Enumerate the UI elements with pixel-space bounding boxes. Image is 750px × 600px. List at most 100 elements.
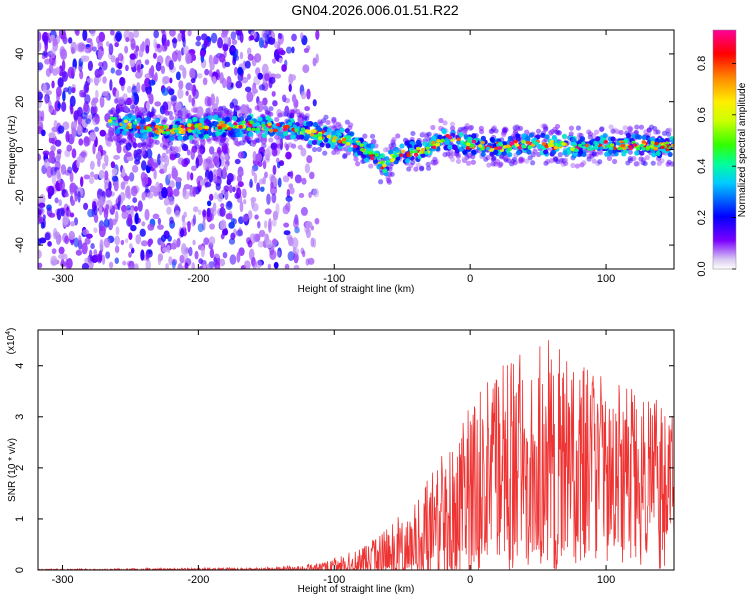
spectrogram-cell [38,41,42,52]
spectrogram-cell [368,151,373,155]
spectrogram-cell [177,50,182,62]
spectrogram-cell [595,136,601,142]
spectrogram-cell [94,114,101,125]
spectrogram-cell [219,120,224,125]
spectrogram-cell [278,57,283,64]
spectrogram-cell [465,160,472,166]
spectrogram-cell [660,145,665,150]
spectrogram-cell [445,151,451,157]
spectrogram-cell [271,147,278,157]
spectrogram-cell [165,131,171,135]
spectrogram-cell [169,153,176,161]
spectrogram-cell [669,161,674,167]
spectrogram-cell [263,126,268,130]
spectrogram-cell [164,110,170,116]
spectrogram-cell [378,179,384,185]
colorbar-tick-label: 0.8 [696,56,708,71]
spectrogram-cell [146,148,153,159]
spectrogram-cell [207,106,213,113]
spectrogram-cell [535,128,542,134]
spectrogram-cell [494,146,499,150]
spectrogram-cell [413,166,419,172]
spectrogram-cell [98,225,106,238]
spectrogram-cell [146,111,152,117]
spectrogram-cell [209,223,215,230]
spectrogram-cell [241,120,246,124]
spectrogram-cell [302,64,310,74]
spectrogram-cell [266,193,271,205]
spectrogram-cell [185,110,191,116]
spectrogram-cell [170,130,176,135]
spectrogram-cell [655,129,661,135]
spectrogram-cell [628,146,634,151]
spectrogram-cell [224,116,231,122]
spectrogram-cell [455,158,462,165]
spectrogram-cell [456,139,462,145]
spectrogram-cell [587,134,593,140]
spectrogram-cell [68,37,73,44]
spectrogram-cell [140,240,149,247]
spectrogram-cell [609,146,614,151]
spectrogram-cell [114,98,119,104]
spectrogram-cell [283,222,290,228]
spectrogram-cell [57,254,65,260]
spectrogram-cell [91,97,99,104]
spectrogram-cell [117,96,125,105]
spectrogram-cell [93,213,99,224]
spectrogram-cell [289,108,295,115]
spectrogram-cell [197,72,203,79]
spectrogram-cell [74,191,78,202]
spectrogram-cell [78,43,85,52]
spectrogram-cell [186,119,193,125]
spectrogram-cell [222,123,227,128]
spectrogram-cell [656,160,662,167]
spectrogram-cell [444,139,450,145]
spectrogram-cell [277,177,282,188]
spectrogram-cell [255,127,261,131]
spectrogram-cell [246,237,251,245]
spectrogram-cell [98,69,105,76]
spectrogram-cell [127,214,133,226]
spectrogram-cell [113,179,119,192]
spectrogram-cell [255,137,262,144]
spectrogram-cell [431,145,437,150]
spectrogram-cell [165,263,169,269]
spectrogram-cell [126,135,133,141]
spectrogram-cell [259,186,265,192]
spectrogram-cell [650,160,656,166]
spectrogram-cell [80,112,88,120]
spectrogram-cell [316,146,322,152]
spectrogram-cell [50,47,56,59]
spectrogram-cell [232,115,238,121]
spectrogram-cell [254,105,260,111]
spectrogram-cell [291,46,295,54]
spectrogram-cell [133,206,139,212]
y-tick-label: 0 [14,146,26,152]
spectrogram-cell [483,156,489,162]
spectrogram-cell [140,147,146,156]
spectrogram-cell [183,250,188,261]
spectrogram-cell [212,175,218,183]
spectrogram-cell [187,123,192,127]
spectrogram-cell [229,123,234,128]
spectrogram-cell [348,122,354,128]
spectrogram-cell [318,121,324,127]
spectrogram-cell [228,221,235,229]
spectrogram-cell [152,213,160,220]
spectrogram-cell [123,106,129,112]
spectrogram-cell [121,130,127,136]
spectrogram-cell [78,89,84,98]
spectrogram-cell [172,188,180,197]
spectrogram-cell [89,160,95,171]
spectrogram-cell [420,147,426,152]
spectrogram-cell [162,124,168,129]
spectrogram-cell [144,59,150,65]
spectrogram-cell [272,100,278,107]
spectrogram-cell [209,60,215,71]
spectrogram-cell [420,131,427,137]
spectrogram-cell [542,123,548,129]
spectrogram-cell [213,114,219,120]
spectrogram-cell [233,48,238,59]
spectrogram-cell [570,147,575,151]
spectrogram-cell [480,146,485,151]
